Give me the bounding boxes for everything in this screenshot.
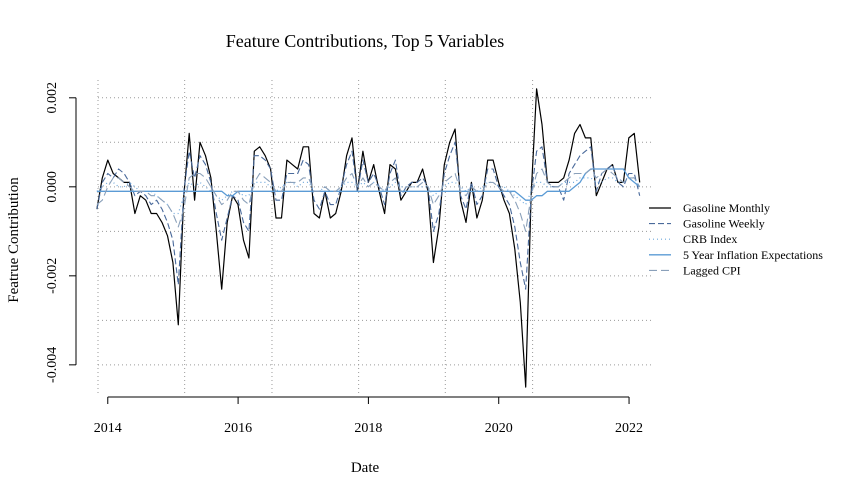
series-line-2: [96, 141, 641, 290]
y-axis-label: Featrue Contribution: [6, 177, 22, 303]
y-tick-label: -0.004: [45, 347, 60, 383]
x-tick-label: 2018: [354, 421, 382, 436]
x-tick-label: 2016: [224, 421, 252, 436]
x-axis: 2014 2016 2018 2020 2022: [94, 396, 643, 436]
legend-label: Gasoline Monthly: [683, 201, 770, 215]
x-tick-label: 2014: [94, 421, 122, 436]
series-line-3: [96, 177, 641, 215]
series-line-4: [96, 168, 641, 201]
legend-label: CRB Index: [683, 232, 737, 246]
legend-label: Gasoline Weekly: [683, 217, 765, 231]
x-tick-label: 2022: [615, 421, 643, 436]
y-tick-label: 0.002: [45, 82, 60, 114]
y-tick-label: 0.000: [45, 171, 60, 203]
y-axis: -0.004 -0.002 0.000 0.002: [45, 82, 77, 383]
legend-label: Lagged CPI: [683, 263, 741, 277]
legend-label: 5 Year Inflation Expectations: [683, 248, 823, 262]
series-line-5: [96, 168, 641, 232]
x-tick-label: 2020: [485, 421, 513, 436]
chart-title: Feature Contributions, Top 5 Variables: [226, 31, 505, 51]
series-layer: [96, 88, 641, 388]
x-axis-label: Date: [351, 460, 380, 476]
series-line-1: [96, 88, 641, 388]
y-tick-label: -0.002: [45, 258, 60, 294]
